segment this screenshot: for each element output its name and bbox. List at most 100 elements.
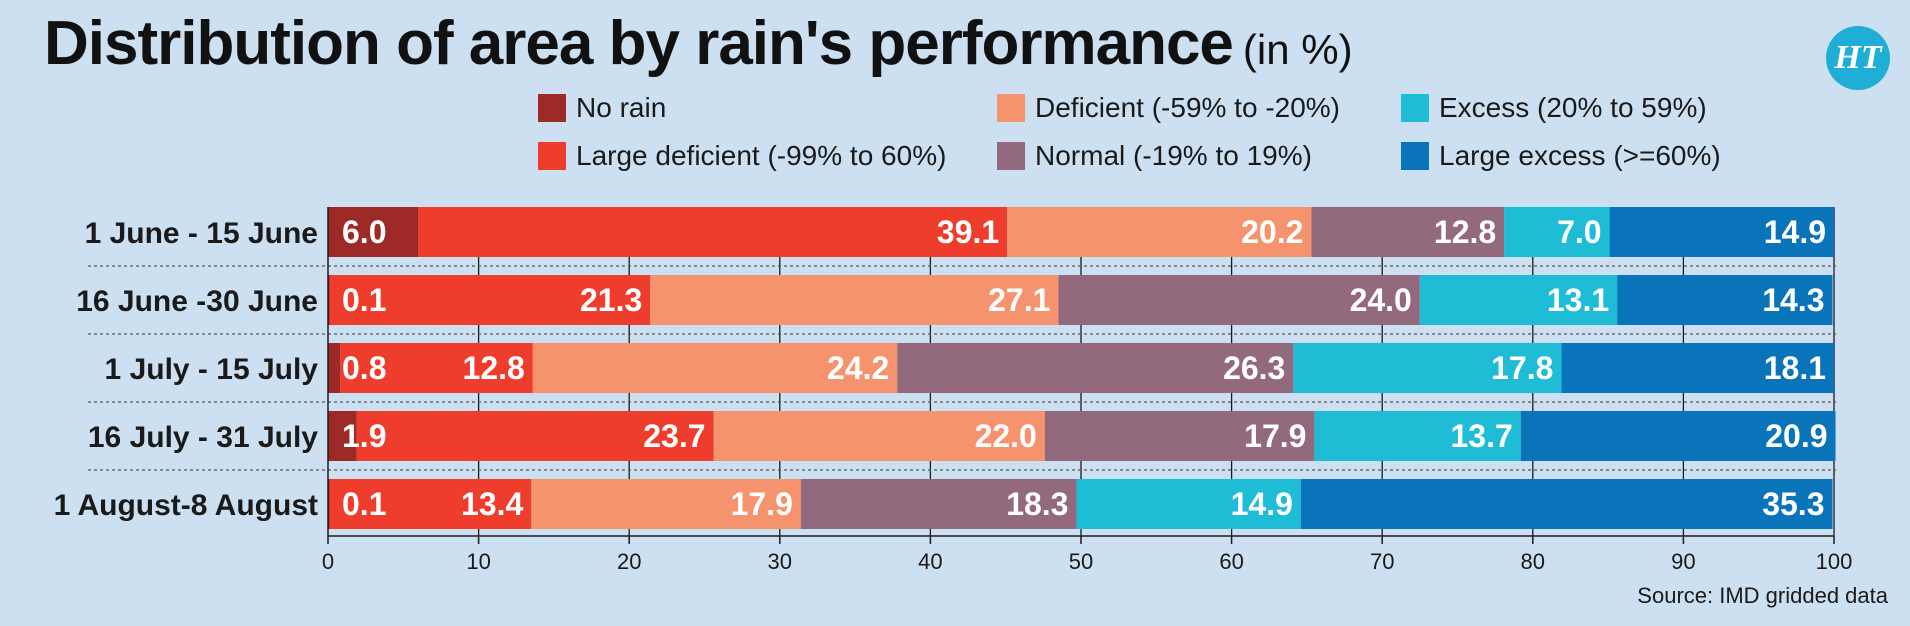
x-tick-label: 60 [1219, 549, 1243, 574]
bar-segment [328, 275, 330, 325]
bar-segment [418, 207, 1008, 257]
ht-logo-text: HT [1834, 39, 1882, 76]
bar-value-label: 20.2 [1241, 214, 1303, 250]
bar-value-label: 21.3 [580, 282, 642, 318]
bar-value-label: 0.8 [342, 350, 386, 386]
bar-segment [650, 275, 1059, 325]
bar-segment [329, 275, 651, 325]
chart-title: Distribution of area by rain's performan… [44, 8, 1353, 79]
bar-segment [1504, 207, 1610, 257]
x-tick-label: 80 [1521, 549, 1545, 574]
bar-segment [1293, 343, 1562, 393]
bar-segment [532, 343, 898, 393]
bar-segment [800, 479, 1077, 529]
legend-item: Normal (-19% to 19%) [997, 140, 1312, 172]
legend-swatch [1401, 142, 1429, 170]
bar-segment [897, 343, 1294, 393]
legend-item: Excess (20% to 59%) [1401, 92, 1707, 124]
bar-segment [1617, 275, 1833, 325]
legend-label: Deficient (-59% to -20%) [1035, 92, 1341, 123]
bar-segment [340, 343, 533, 393]
x-tick-label: 100 [1816, 549, 1853, 574]
bar-value-label: 13.4 [461, 486, 523, 522]
bar-value-label: 14.9 [1764, 214, 1826, 250]
bar-value-label: 24.0 [1350, 282, 1412, 318]
category-label: 1 July - 15 July [105, 353, 319, 386]
bar-value-label: 26.3 [1223, 350, 1285, 386]
bar-value-label: 23.7 [643, 418, 705, 454]
bar-value-label: 14.9 [1231, 486, 1293, 522]
ht-logo: HT [1826, 26, 1890, 90]
legend-label: Large deficient (-99% to 60%) [576, 140, 947, 171]
category-label: 16 June -30 June [76, 285, 318, 318]
bar-value-label: 14.3 [1762, 282, 1824, 318]
chart-title-unit: (in %) [1242, 26, 1353, 73]
x-tick-label: 50 [1069, 549, 1093, 574]
bar-value-label: 1.9 [342, 418, 386, 454]
bar-segment [328, 411, 357, 461]
legend-item: Large excess (>=60%) [1401, 140, 1721, 172]
category-label: 1 August-8 August [54, 489, 318, 522]
source-note: Source: IMD gridded data [1637, 583, 1888, 608]
bar-value-label: 24.2 [827, 350, 889, 386]
bar-segment [329, 479, 532, 529]
bar-segment [1044, 411, 1315, 461]
x-tick-label: 0 [322, 549, 334, 574]
legend-item: Deficient (-59% to -20%) [997, 92, 1340, 124]
bar-segment [328, 207, 419, 257]
legend-swatch [538, 142, 566, 170]
bar-value-label: 12.8 [463, 350, 525, 386]
x-tick-label: 20 [617, 549, 641, 574]
x-tick-label: 40 [918, 549, 942, 574]
x-tick-label: 70 [1370, 549, 1394, 574]
bar-segment [1300, 479, 1833, 529]
bar-value-label: 18.3 [1006, 486, 1068, 522]
category-label: 16 July - 31 July [88, 421, 318, 454]
legend-label: Normal (-19% to 19%) [1035, 140, 1312, 171]
bar-segment [328, 343, 341, 393]
bar-segment [356, 411, 714, 461]
bar-segment [1314, 411, 1521, 461]
bar-segment [1076, 479, 1301, 529]
category-label: 1 June - 15 June [85, 217, 318, 250]
legend-label: No rain [576, 92, 667, 123]
legend-swatch [538, 94, 566, 122]
bar-value-label: 13.1 [1547, 282, 1609, 318]
bar-value-label: 17.9 [1244, 418, 1306, 454]
bar-segment [1007, 207, 1312, 257]
x-tick-label: 30 [768, 549, 792, 574]
legend-item: Large deficient (-99% to 60%) [538, 140, 946, 172]
bar-value-label: 6.0 [342, 214, 386, 250]
x-tick-label: 90 [1671, 549, 1695, 574]
legend-swatch [997, 94, 1025, 122]
bar-value-label: 39.1 [937, 214, 999, 250]
legend-label: Excess (20% to 59%) [1439, 92, 1707, 123]
bar-segment [1058, 275, 1420, 325]
bar-value-label: 22.0 [975, 418, 1037, 454]
bar-value-label: 12.8 [1434, 214, 1496, 250]
bar-value-label: 0.1 [342, 282, 386, 318]
bar-value-label: 27.1 [988, 282, 1050, 318]
bar-value-label: 7.0 [1557, 214, 1601, 250]
bar-value-label: 13.7 [1450, 418, 1512, 454]
x-tick-label: 10 [466, 549, 490, 574]
bar-value-label: 35.3 [1762, 486, 1824, 522]
bar-value-label: 20.9 [1765, 418, 1827, 454]
bar-value-label: 18.1 [1764, 350, 1826, 386]
chart-title-main: Distribution of area by rain's performan… [44, 9, 1234, 78]
bar-segment [531, 479, 801, 529]
legend-swatch [1401, 94, 1429, 122]
bar-segment [1520, 411, 1836, 461]
bar-segment [1609, 207, 1834, 257]
bar-segment [1311, 207, 1505, 257]
bar-segment [1561, 343, 1834, 393]
bar-segment [328, 479, 330, 529]
legend-swatch [997, 142, 1025, 170]
bar-segment [713, 411, 1045, 461]
legend-label: Large excess (>=60%) [1439, 140, 1721, 171]
bar-segment [1419, 275, 1618, 325]
bar-value-label: 0.1 [342, 486, 386, 522]
legend-item: No rain [538, 92, 666, 124]
bar-value-label: 17.9 [731, 486, 793, 522]
